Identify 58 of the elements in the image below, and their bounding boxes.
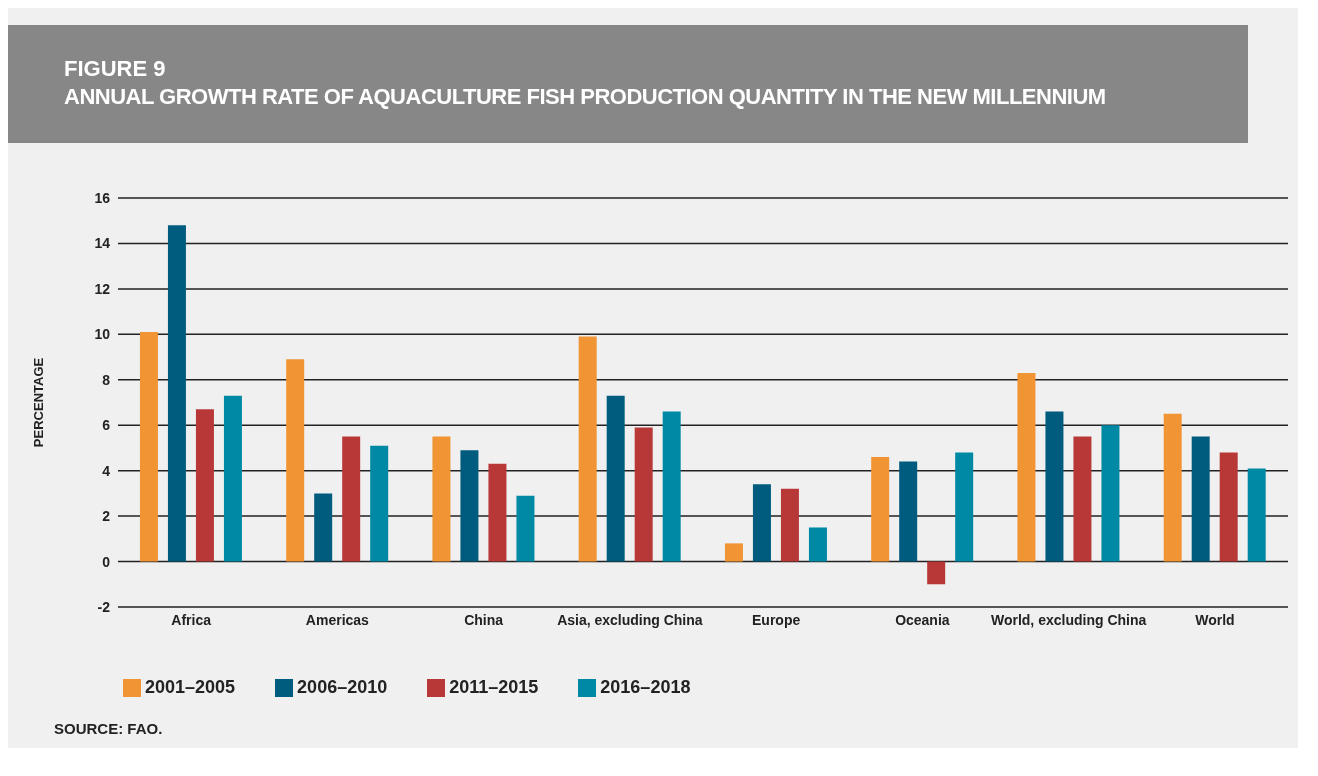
bar <box>223 395 242 562</box>
x-tick-label: Oceania <box>895 611 950 628</box>
x-tick-label: Americas <box>305 611 370 628</box>
bar <box>286 359 305 562</box>
bar <box>1247 468 1266 562</box>
bar <box>488 463 507 562</box>
chart-subtitle: ANNUAL GROWTH RATE OF AQUACULTURE FISH PRODUCTION QUANTITY IN THE NEW MILLENNIUM <box>64 83 1107 111</box>
y-tick-label: 4 <box>102 462 111 479</box>
bar <box>139 332 158 562</box>
bar <box>724 543 743 562</box>
bar <box>516 495 535 562</box>
y-tick-label: 10 <box>94 326 111 343</box>
y-tick-label: 2 <box>102 508 111 525</box>
source-note: SOURCE: FAO. <box>54 720 163 737</box>
bar <box>662 411 681 562</box>
bar <box>314 493 333 562</box>
bar <box>927 561 946 585</box>
bar <box>899 461 918 562</box>
bar <box>460 450 479 562</box>
y-tick-label: 16 <box>94 189 111 206</box>
y-tick-label: 12 <box>94 280 111 297</box>
bar <box>1163 413 1182 562</box>
bar <box>195 409 214 562</box>
bar <box>955 452 974 562</box>
bar <box>1191 436 1210 562</box>
legend-label: 2001–2005 <box>145 677 236 697</box>
legend-label: 2016–2018 <box>600 677 691 697</box>
y-axis-title: PERCENTAGE <box>30 357 46 448</box>
bar <box>871 457 890 562</box>
bar <box>1219 452 1238 562</box>
bar <box>752 484 771 562</box>
bar <box>634 427 653 562</box>
bar <box>578 336 597 562</box>
bar <box>370 445 389 562</box>
y-tick-label: 8 <box>102 371 111 388</box>
bar <box>342 436 361 562</box>
bar <box>780 488 799 562</box>
y-tick-label: 14 <box>94 235 111 252</box>
y-tick-label: 6 <box>102 417 111 434</box>
y-tick-label: -2 <box>97 598 111 615</box>
x-tick-label: World, excluding China <box>990 611 1147 628</box>
x-tick-label: Europe <box>752 611 801 628</box>
x-tick-label: World <box>1195 611 1235 628</box>
legend-label: 2011–2015 <box>449 677 539 697</box>
bar <box>1073 436 1092 562</box>
bar <box>432 436 451 562</box>
bar <box>606 395 625 562</box>
legend-label: 2006–2010 <box>297 677 388 697</box>
y-tick-label: 0 <box>102 553 111 570</box>
x-tick-label: Asia, excluding China <box>557 611 703 628</box>
x-tick-label: China <box>464 611 504 628</box>
bar <box>808 527 827 562</box>
bar <box>1017 372 1036 562</box>
bar <box>1101 425 1120 562</box>
x-tick-label: Africa <box>171 611 212 628</box>
bar <box>167 225 186 562</box>
bar <box>1045 411 1064 562</box>
chart-title: FIGURE 9 <box>64 56 167 81</box>
